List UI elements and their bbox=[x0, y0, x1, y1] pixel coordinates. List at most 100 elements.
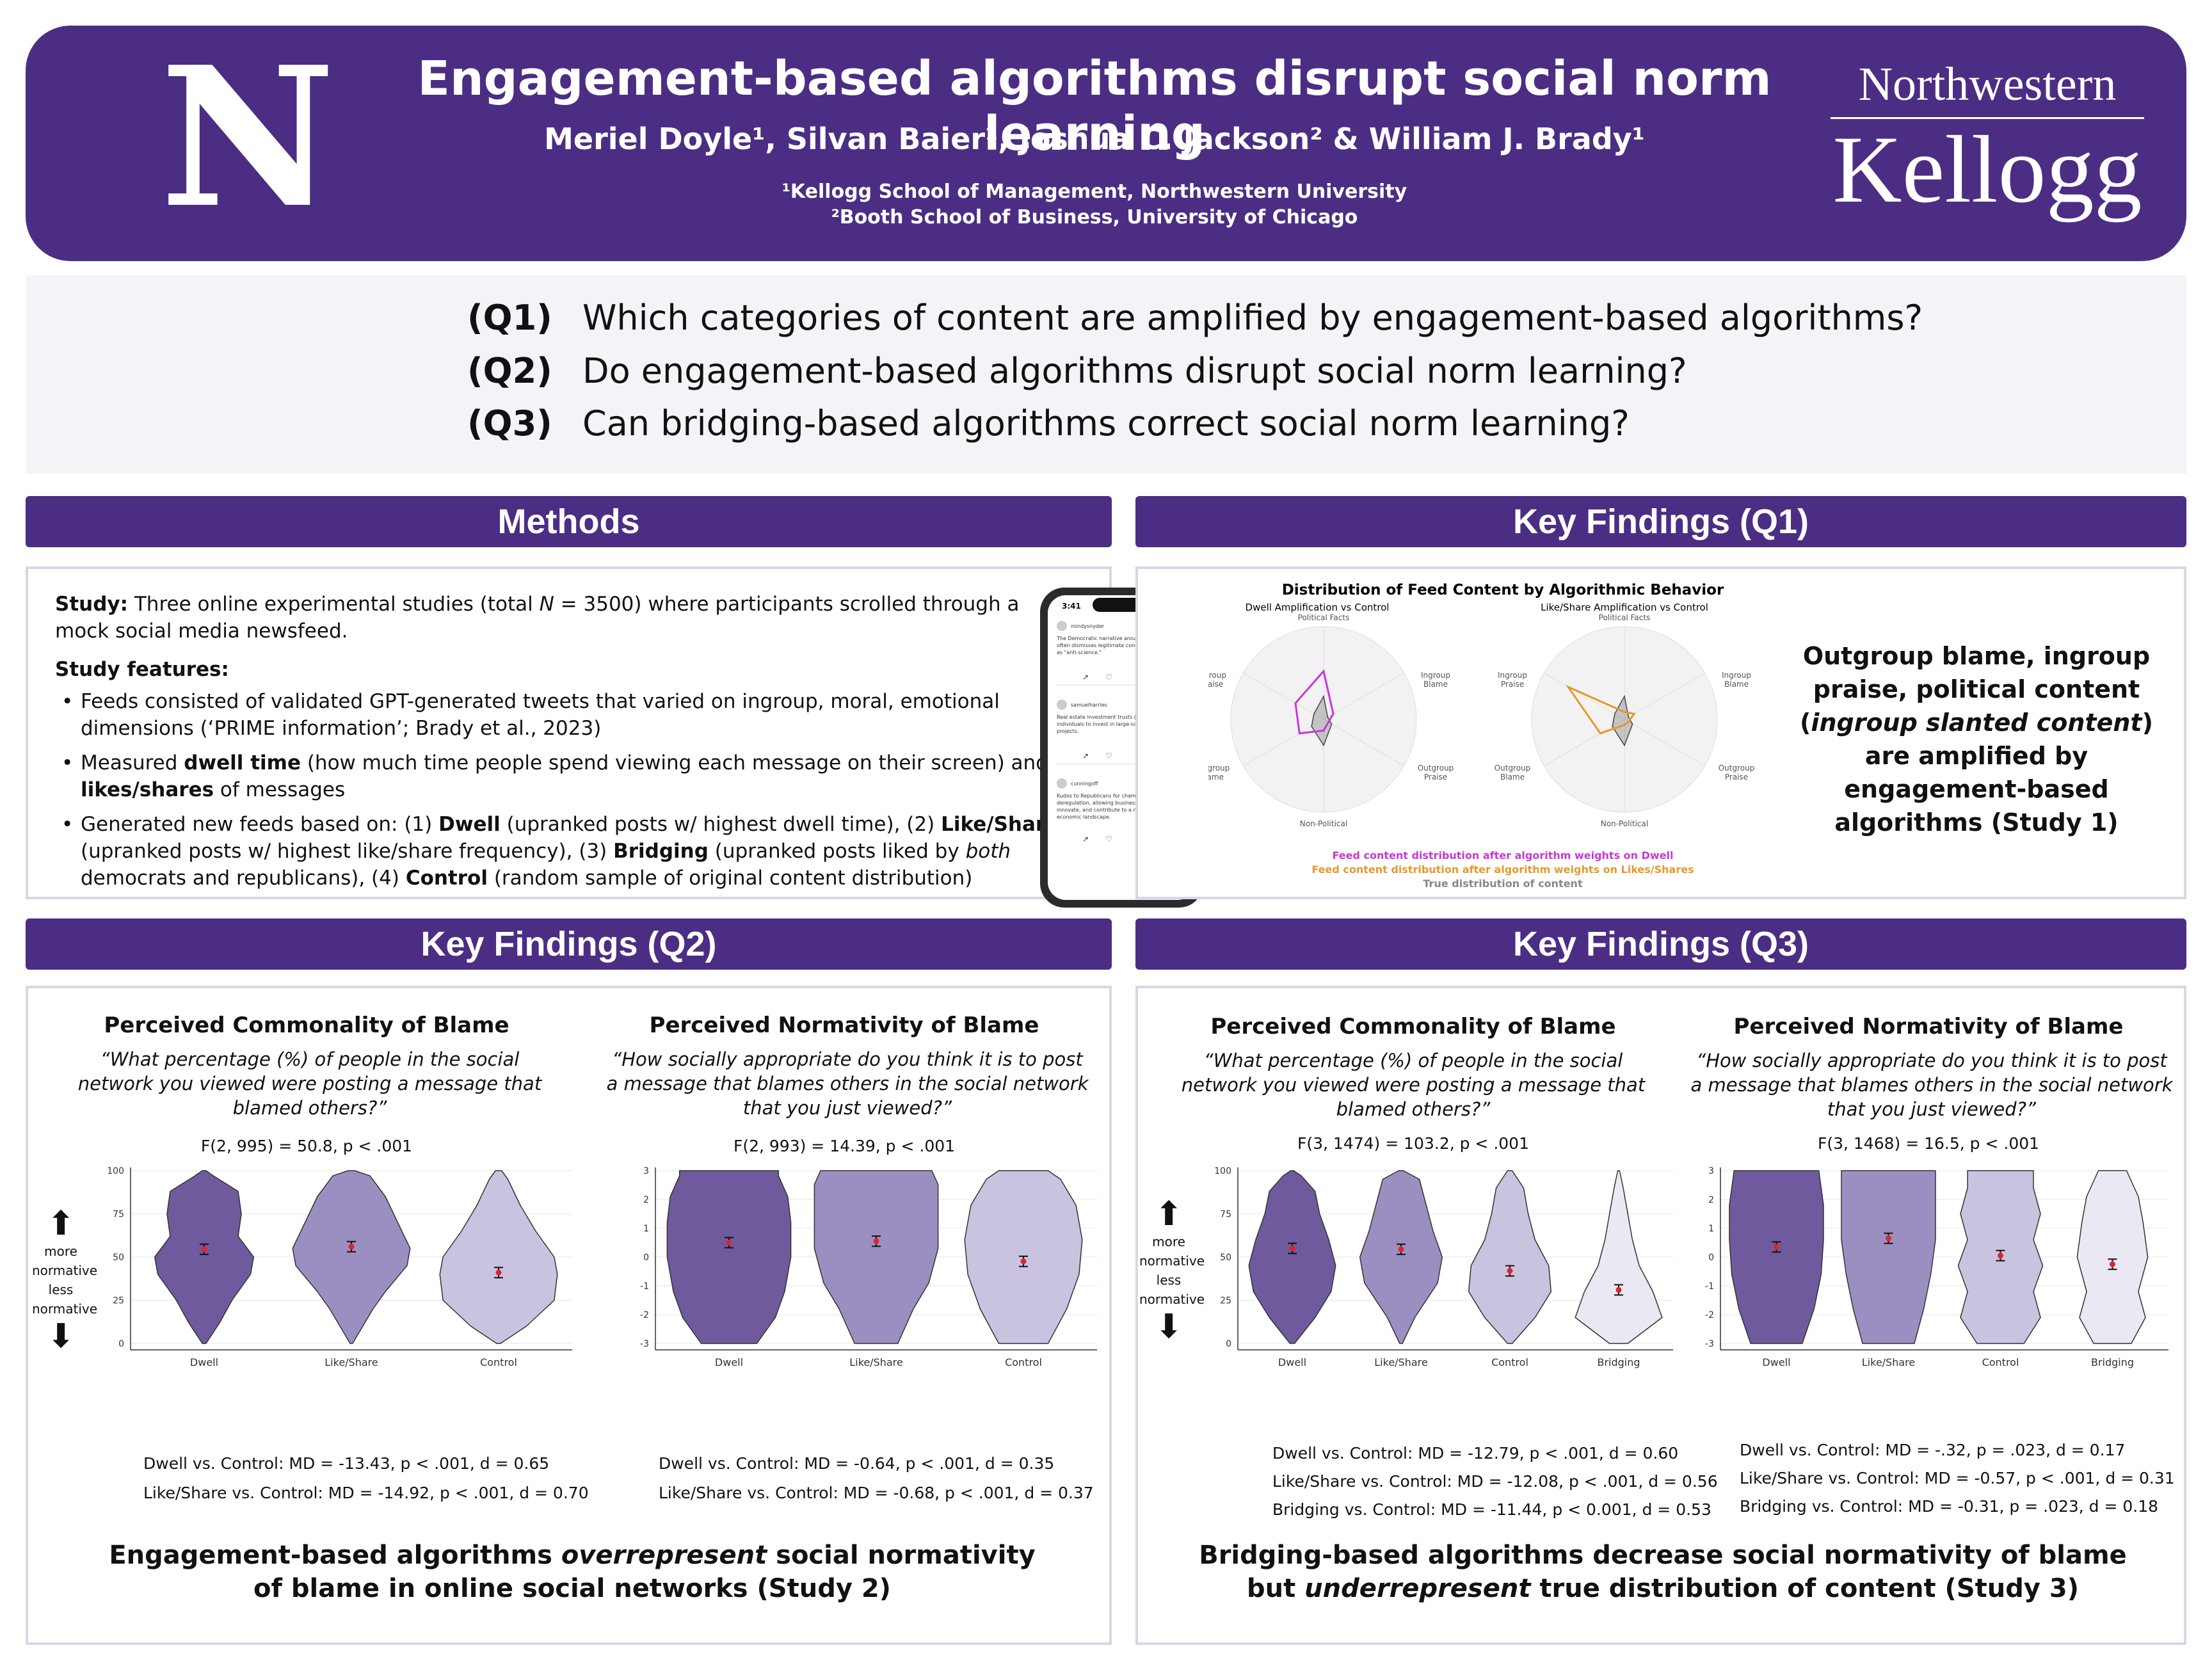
mean-point bbox=[1998, 1253, 2003, 1259]
y-tick-label: 2 bbox=[643, 1195, 649, 1205]
y-tick-label: 25 bbox=[113, 1296, 124, 1306]
violin-bridging bbox=[2076, 1170, 2149, 1344]
y-tick-label: 100 bbox=[107, 1166, 124, 1176]
q3-chart1-f-stat: F(3, 1474) = 103.2, p < .001 bbox=[1297, 1134, 1529, 1153]
poster-title: Engagement-based algorithms disrupt soci… bbox=[417, 51, 1772, 161]
q2-chart1-question: “What percentage (%) of people in the so… bbox=[77, 1048, 542, 1119]
q3-conclusion: Bridging-based algorithms decrease socia… bbox=[1199, 1541, 2127, 1603]
stat-line: Dwell vs. Control: MD = -0.64, p < .001,… bbox=[659, 1454, 1055, 1473]
violin-like-share bbox=[292, 1170, 411, 1344]
q2-panel: Perceived Commonality of Blame “What per… bbox=[26, 986, 1112, 1645]
y-tick-label: 2 bbox=[1708, 1195, 1714, 1205]
violin-dwell bbox=[666, 1170, 792, 1344]
q3-banner: Key Findings (Q3) bbox=[1135, 918, 2186, 970]
northwestern-wordmark: Northwestern bbox=[1831, 58, 2144, 119]
x-tick-label: Control bbox=[1982, 1356, 2019, 1368]
x-tick-label: Like/Share bbox=[1862, 1356, 1915, 1368]
mean-point bbox=[201, 1246, 207, 1253]
header-banner bbox=[26, 26, 2186, 261]
q2-violin-commonality: 0 25 50 75 100 Dwell Like/Share Control bbox=[107, 1166, 572, 1368]
stat-line: Like/Share vs. Control: MD = -0.57, p < … bbox=[1740, 1469, 2175, 1487]
y-tick-label: -3 bbox=[640, 1339, 649, 1349]
feed-post[interactable]: samuelharries Real estate investment tru… bbox=[1057, 700, 1187, 764]
radar-axis-label: Political Facts bbox=[1298, 613, 1350, 622]
q2-violin-normativity: -3 -2 -1 0 1 2 3 Dwell Like/Share Control bbox=[640, 1166, 1097, 1368]
q2-stats-left: Dwell vs. Control: MD = -13.43, p < .001… bbox=[143, 1449, 589, 1508]
y-tick-label: -1 bbox=[1705, 1281, 1714, 1292]
q2-chart2-title: Perceived Normativity of Blame bbox=[649, 1013, 1039, 1038]
y-tick-label: 3 bbox=[1708, 1166, 1714, 1176]
q1-panel: Distribution of Feed Content by Algorith… bbox=[1135, 566, 2186, 899]
y-tick-label: 75 bbox=[113, 1210, 124, 1220]
x-tick-label: Dwell bbox=[1762, 1356, 1790, 1368]
y-tick-label: 0 bbox=[1708, 1253, 1714, 1263]
q2-chart1-f-stat: F(2, 995) = 50.8, p < .001 bbox=[200, 1137, 413, 1155]
radar-spoke bbox=[1243, 719, 1324, 766]
x-tick-label: Bridging bbox=[2091, 1356, 2134, 1368]
q3-direction-legend: ⬆ more normative less normative ⬇ bbox=[1139, 1195, 1205, 1345]
post-text: Kudos to Republicans for championing der… bbox=[1057, 793, 1173, 820]
affiliation-1: ¹Kellogg School of Management, Northwest… bbox=[781, 180, 1407, 203]
q3-chart1-title: Perceived Commonality of Blame bbox=[1210, 1014, 1616, 1039]
stat-line: Like/Share vs. Control: MD = -14.92, p <… bbox=[143, 1484, 589, 1502]
mean-point bbox=[495, 1269, 502, 1276]
share-icon[interactable]: ↗ bbox=[1082, 673, 1089, 682]
violin-dwell bbox=[1729, 1170, 1824, 1344]
radar-axis-label: Outgroup Praise bbox=[1418, 764, 1454, 781]
question-2: (Q2) Do engagement-based algorithms disru… bbox=[467, 351, 1687, 391]
y-tick-label: 100 bbox=[1214, 1166, 1231, 1176]
stat-line: Dwell vs. Control: MD = -.32, p = .023, … bbox=[1740, 1441, 2126, 1459]
question-3: (Q3) Can bridging-based algorithms correc… bbox=[467, 403, 1630, 444]
heart-icon[interactable]: ♡ bbox=[1105, 835, 1112, 844]
share-icon[interactable]: ↗ bbox=[1082, 751, 1089, 760]
mean-point bbox=[1615, 1286, 1622, 1293]
more-normative-label: more normative bbox=[32, 1244, 98, 1278]
feed[interactable]: mindysnyder The Democratic narrative aro… bbox=[1048, 617, 1196, 847]
radar-amplified-distribution bbox=[1294, 669, 1334, 735]
mean-point bbox=[1020, 1258, 1027, 1265]
feed-post[interactable]: mindysnyder The Democratic narrative aro… bbox=[1057, 621, 1187, 685]
features-list: Feeds consisted of validated GPT-generat… bbox=[55, 688, 1060, 892]
y-tick-label: 0 bbox=[1226, 1339, 1231, 1349]
q2-chart2-question: “How socially appropriate do you think i… bbox=[606, 1048, 1089, 1119]
radar-spoke bbox=[1624, 673, 1705, 720]
y-tick-label: 3 bbox=[643, 1166, 649, 1176]
methods-text: Study: Three online experimental studies… bbox=[55, 591, 1060, 899]
x-tick-label: Bridging bbox=[1597, 1356, 1640, 1368]
q3-chart2-question: “How socially appropriate do you think i… bbox=[1690, 1050, 2173, 1120]
post-handle: samuelharries bbox=[1071, 701, 1107, 708]
avatar bbox=[1057, 778, 1067, 789]
y-tick-label: 0 bbox=[118, 1339, 124, 1349]
avatar bbox=[1057, 700, 1067, 710]
violin-like-share bbox=[1359, 1170, 1443, 1344]
x-tick-label: Dwell bbox=[715, 1356, 743, 1368]
radar-amplified-distribution bbox=[1565, 684, 1636, 735]
radar-spoke bbox=[1323, 719, 1404, 766]
research-questions: (Q1) Which categories of content are ampl… bbox=[26, 275, 2186, 474]
heart-icon[interactable]: ♡ bbox=[1105, 751, 1112, 760]
radar-spoke bbox=[1624, 719, 1705, 766]
x-tick-label: Like/Share bbox=[1374, 1356, 1427, 1368]
radar-spoke bbox=[1323, 673, 1404, 720]
feature-item: Measured dwell time (how much time peopl… bbox=[55, 749, 1060, 803]
legend-likes: Feed content distribution after algorith… bbox=[1311, 863, 1694, 876]
x-tick-label: Control bbox=[480, 1356, 517, 1368]
avatar bbox=[1057, 621, 1067, 631]
study-description: Study: Three online experimental studies… bbox=[55, 593, 1020, 643]
phone-status-time: 3:41 bbox=[1062, 602, 1081, 611]
question-1: (Q1) Which categories of content are ampl… bbox=[467, 298, 1923, 338]
q3-chart2-title: Perceived Normativity of Blame bbox=[1733, 1014, 2124, 1039]
arrow-up-icon: ⬆ bbox=[1155, 1195, 1183, 1233]
radar-spoke bbox=[1243, 673, 1324, 720]
heart-icon[interactable]: ♡ bbox=[1105, 673, 1112, 682]
feed-post[interactable]: cunningoff Kudos to Republicans for cham… bbox=[1057, 778, 1187, 843]
x-tick-label: Dwell bbox=[190, 1356, 218, 1368]
stat-line: Bridging vs. Control: MD = -11.44, p < 0… bbox=[1272, 1500, 1711, 1519]
mean-point bbox=[1774, 1244, 1779, 1250]
share-icon[interactable]: ↗ bbox=[1082, 835, 1089, 844]
radar-chart-title: Distribution of Feed Content by Algorith… bbox=[1282, 582, 1724, 598]
y-tick-label: 1 bbox=[1708, 1224, 1714, 1234]
